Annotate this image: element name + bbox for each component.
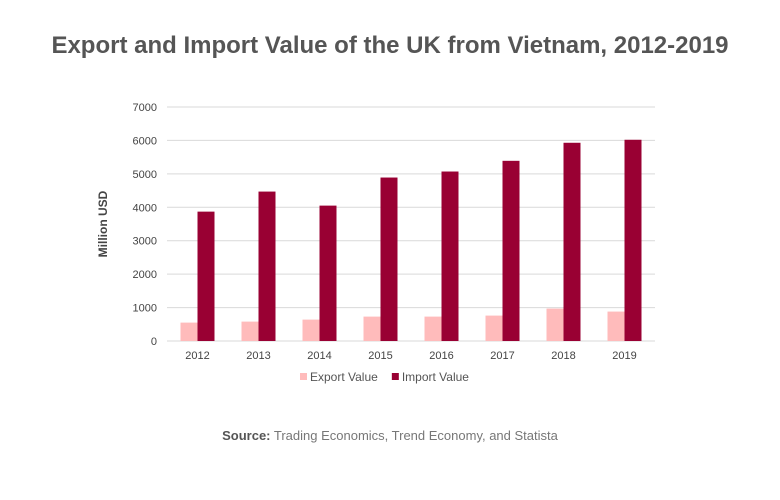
bar-export-value-2016 (424, 316, 442, 341)
bar-export-value-2019 (607, 311, 625, 341)
bar-export-value-2014 (302, 319, 320, 341)
source-text: Trading Economics, Trend Economy, and St… (270, 428, 558, 443)
legend-swatch (391, 373, 399, 380)
legend-label: Export Value (310, 370, 378, 384)
bar-export-value-2015 (363, 316, 381, 341)
x-tick-label: 2018 (551, 350, 575, 362)
y-tick-label: 0 (151, 336, 157, 348)
bar-import-value-2013 (258, 191, 276, 341)
bar-import-value-2015 (380, 177, 398, 341)
y-axis-label: Million USD (96, 190, 110, 257)
x-tick-label: 2017 (490, 350, 514, 362)
y-tick-label: 1000 (133, 303, 157, 315)
bar-import-value-2018 (563, 142, 581, 341)
x-tick-label: 2016 (429, 350, 453, 362)
bar-import-value-2016 (441, 171, 459, 341)
source-note: Source: Trading Economics, Trend Economy… (0, 428, 780, 443)
bar-export-value-2013 (241, 321, 259, 341)
chart-title: Export and Import Value of the UK from V… (51, 32, 729, 59)
source-label: Source: (222, 428, 271, 443)
legend-label: Import Value (402, 370, 469, 384)
y-tick-label: 5000 (133, 169, 157, 181)
x-tick-label: 2013 (246, 350, 270, 362)
y-tick-label: 3000 (133, 236, 157, 248)
x-tick-label: 2015 (368, 350, 392, 362)
bar-import-value-2012 (197, 211, 215, 341)
bar-export-value-2018 (546, 308, 564, 341)
bar-export-value-2012 (180, 322, 198, 341)
x-tick-label: 2014 (307, 350, 331, 362)
y-tick-label: 2000 (133, 269, 157, 281)
bar-export-value-2017 (485, 315, 503, 341)
x-tick-label: 2019 (612, 350, 636, 362)
y-tick-label: 4000 (133, 202, 157, 214)
bar-import-value-2019 (624, 139, 642, 341)
y-tick-label: 6000 (133, 135, 157, 147)
bar-import-value-2014 (319, 205, 337, 341)
x-tick-label: 2012 (185, 350, 209, 362)
bar-import-value-2017 (502, 160, 520, 341)
y-tick-label: 7000 (133, 102, 157, 114)
legend-swatch (300, 373, 307, 380)
